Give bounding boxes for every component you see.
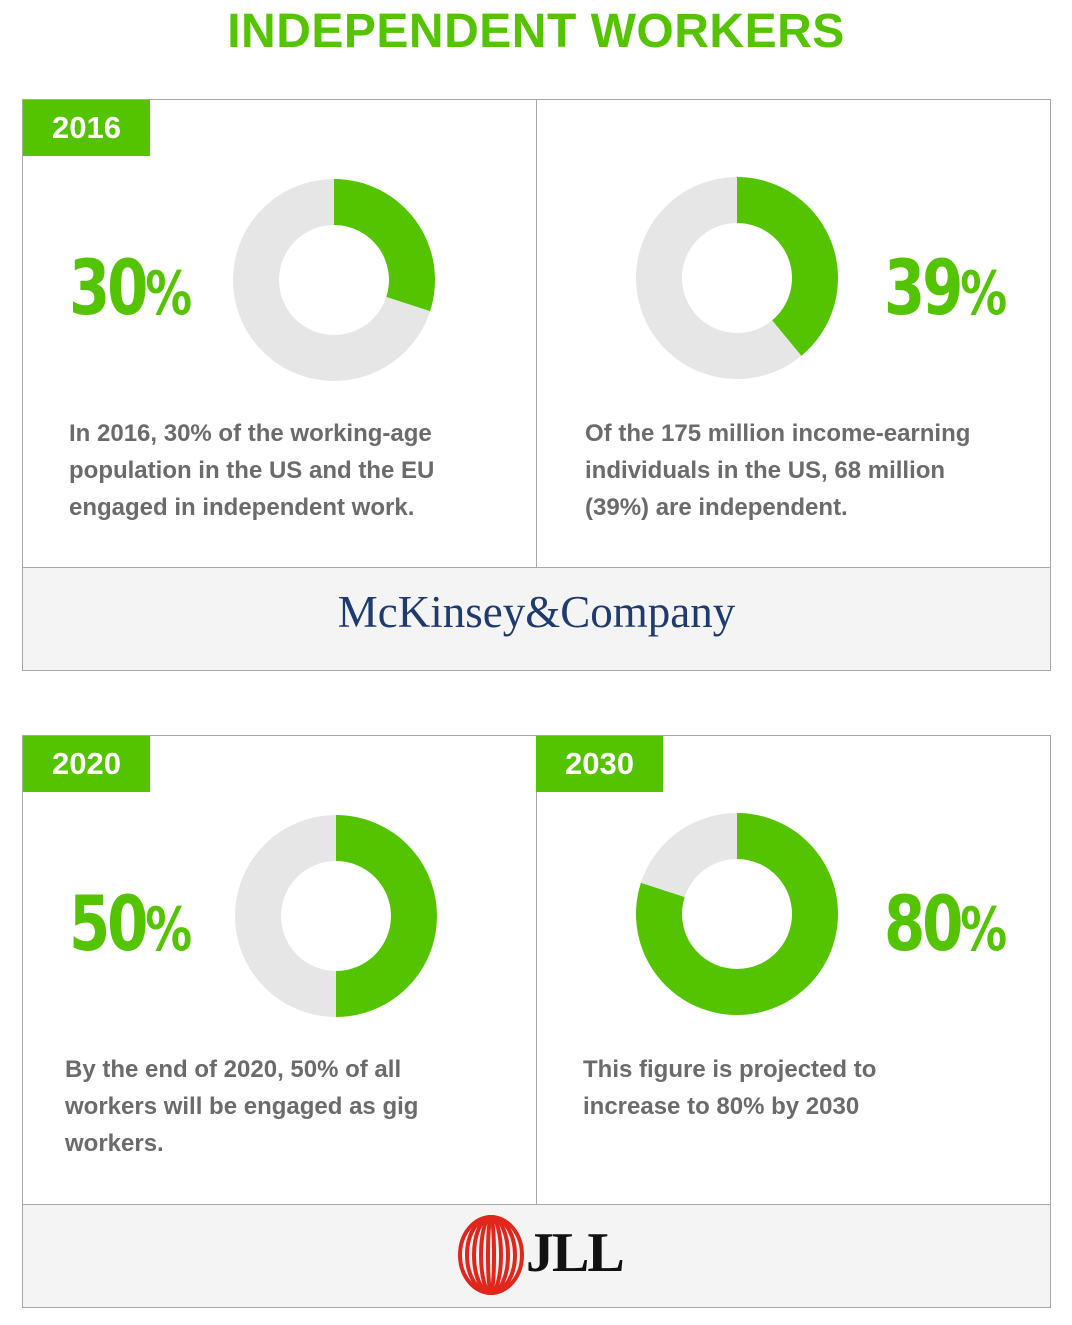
donut-slice-value <box>737 177 838 356</box>
percent-value: 30 <box>69 243 148 332</box>
panel-divider <box>536 100 537 568</box>
description-2030: This figure is projected to increase to … <box>583 1051 876 1125</box>
percent-unit: % <box>145 895 193 965</box>
donut-slice-remainder <box>636 177 802 379</box>
big-percent-50: 50% <box>69 886 192 962</box>
description-line: individuals in the US, 68 million <box>585 457 946 484</box>
source-footer-mckinsey: McKinsey&Company <box>23 567 1050 670</box>
description-line: engaged in independent work. <box>69 494 415 521</box>
description-2020: By the end of 2020, 50% of all workers w… <box>65 1051 418 1162</box>
description-line: increase to 80% by 2030 <box>583 1093 860 1120</box>
donut-chart-2030 <box>636 813 838 1015</box>
jll-logo-mark-icon <box>458 1215 524 1295</box>
panel-divider <box>536 736 537 1204</box>
description-line: Of the 175 million income-earning <box>585 420 971 447</box>
donut-slice-remainder <box>235 815 336 1017</box>
jll-logo-text: JLL <box>526 1222 625 1284</box>
description-2016: In 2016, 30% of the working-age populati… <box>69 415 434 526</box>
donut-chart-2016 <box>233 179 435 381</box>
panel-jll: 2020 50% By the end of 2020, 50% of all … <box>22 735 1051 1308</box>
description-line: By the end of 2020, 50% of all <box>65 1056 402 1083</box>
description-line: In 2016, 30% of the working-age <box>69 420 432 447</box>
percent-value: 50 <box>69 879 148 968</box>
source-footer-jll: JLL <box>23 1204 1050 1307</box>
percent-value: 80 <box>884 879 963 968</box>
description-39: Of the 175 million income-earning indivi… <box>585 415 970 526</box>
big-percent-80: 80% <box>884 886 1007 962</box>
donut-slice-value <box>334 179 435 312</box>
donut-chart-2020 <box>235 815 437 1017</box>
big-percent-30: 30% <box>69 250 192 326</box>
mckinsey-logo: McKinsey&Company <box>337 587 736 637</box>
description-line: This figure is projected to <box>583 1056 877 1083</box>
year-tag-2030: 2030 <box>536 736 663 792</box>
jll-logo: JLL <box>458 1213 625 1297</box>
description-line: (39%) are independent. <box>585 494 848 521</box>
year-tag-2020: 2020 <box>23 736 150 792</box>
big-percent-39: 39% <box>884 250 1007 326</box>
description-line: workers will be engaged as gig <box>65 1093 419 1120</box>
donut-slice-remainder <box>640 813 737 898</box>
percent-unit: % <box>960 895 1008 965</box>
donut-chart-39 <box>636 177 838 379</box>
donut-slice-remainder <box>233 179 431 381</box>
year-tag-2016: 2016 <box>23 100 150 156</box>
page-title: INDEPENDENT WORKERS <box>227 5 845 58</box>
description-line: workers. <box>65 1130 164 1157</box>
percent-unit: % <box>145 259 193 329</box>
percent-unit: % <box>960 259 1008 329</box>
description-line: population in the US and the EU <box>69 457 435 484</box>
panel-mckinsey: 2016 30% In 2016, 30% of the working-age… <box>22 99 1051 671</box>
donut-slice-value <box>636 813 838 1015</box>
percent-value: 39 <box>884 243 963 332</box>
donut-slice-value <box>336 815 437 1017</box>
